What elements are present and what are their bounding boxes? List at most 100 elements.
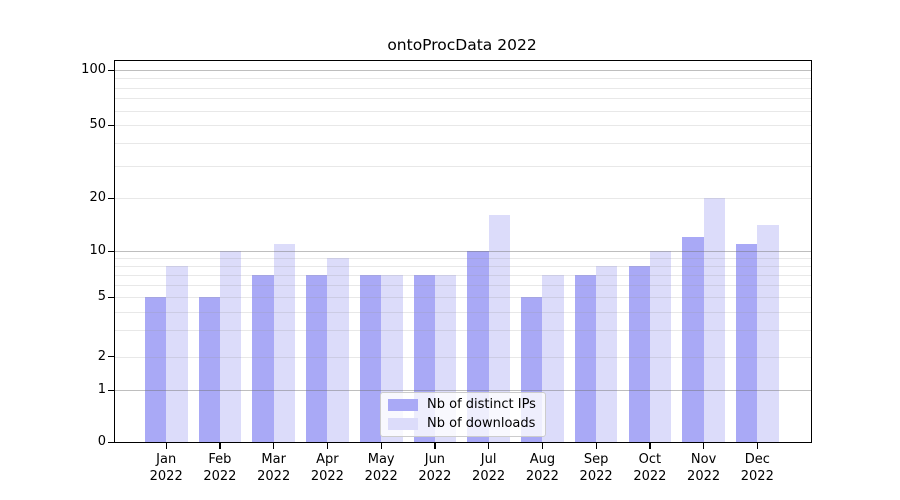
plot-area [114, 60, 812, 443]
y-tick-label: 1 [97, 382, 106, 397]
bar-downloads [166, 265, 188, 442]
y-tick-label: 2 [97, 348, 106, 364]
y-tick-mark [108, 197, 115, 199]
gridline-minor [115, 265, 811, 267]
x-tick-month: Oct [638, 452, 662, 467]
y-tick-mark [108, 356, 115, 358]
y-tick-label: 50 [89, 117, 106, 132]
x-tick-label: Oct 2022 [622, 452, 678, 485]
bar-distinct-ips [682, 237, 704, 442]
bar-downloads [757, 225, 779, 442]
gridline-minor [115, 98, 811, 100]
legend-entry-distinct-ips: Nb of distinct IPs [388, 397, 536, 413]
x-tick-mark [165, 443, 167, 449]
x-tick-month: Jan [156, 452, 177, 467]
x-tick-label: Jun 2022 [407, 452, 463, 485]
gridline-major [115, 251, 811, 252]
x-tick-month: Dec [744, 452, 770, 467]
x-tick-year: 2022 [740, 468, 774, 484]
x-tick-label: Jul 2022 [461, 452, 517, 485]
y-tick-mark [108, 441, 115, 443]
gridline-minor [115, 330, 811, 332]
x-tick-month: Aug [529, 452, 556, 467]
x-tick-year: 2022 [364, 468, 398, 484]
x-tick-year: 2022 [149, 468, 183, 484]
y-tick-mark [108, 69, 115, 71]
x-tick-year: 2022 [310, 468, 344, 484]
x-tick-year: 2022 [579, 468, 613, 484]
x-tick-mark [595, 443, 597, 449]
bar-downloads [488, 215, 510, 442]
x-tick-mark [434, 443, 436, 449]
x-tick-label: Dec 2022 [729, 452, 785, 485]
gridline-minor [115, 110, 811, 112]
legend-swatch-distinct-ips [388, 399, 418, 411]
bar-distinct-ips [574, 274, 597, 442]
x-tick-month: Nov [690, 452, 717, 467]
bar-downloads [327, 258, 349, 442]
x-tick-year: 2022 [687, 468, 721, 484]
bar-distinct-ips [359, 274, 382, 442]
x-tick-label: Sep 2022 [568, 452, 624, 485]
bar-downloads [273, 243, 296, 442]
gridline-minor [115, 125, 811, 126]
x-tick-label: Feb 2022 [192, 452, 248, 485]
bar-distinct-ips [198, 297, 220, 442]
bar-downloads [542, 274, 564, 442]
gridline-major [115, 390, 811, 391]
legend: Nb of distinct IPs Nb of downloads [380, 392, 546, 437]
y-tick-label: 100 [81, 62, 106, 77]
x-tick-month: Apr [316, 452, 339, 467]
gridline-minor [115, 142, 811, 144]
y-tick-mark [108, 124, 115, 126]
bar-distinct-ips [306, 274, 328, 442]
x-tick-month: Feb [208, 452, 232, 467]
x-tick-mark [273, 443, 275, 449]
bar-downloads [596, 265, 618, 442]
x-tick-mark [488, 443, 490, 449]
bar-downloads [649, 251, 672, 442]
x-tick-year: 2022 [203, 468, 237, 484]
x-tick-label: Apr 2022 [299, 452, 355, 485]
legend-label-distinct-ips: Nb of distinct IPs [427, 397, 536, 412]
x-tick-label: Nov 2022 [676, 452, 732, 485]
bar-downloads [703, 198, 725, 442]
gridline-minor [115, 297, 811, 298]
x-tick-label: Jan 2022 [138, 452, 194, 485]
x-tick-year: 2022 [418, 468, 452, 484]
bar-distinct-ips [252, 274, 274, 442]
gridline-minor [115, 198, 811, 199]
gridline-minor [115, 274, 811, 276]
bar-distinct-ips [735, 243, 758, 442]
x-tick-month: May [367, 452, 395, 467]
y-tick-label: 5 [97, 289, 106, 304]
grid-layer [115, 61, 811, 442]
bar-downloads [219, 251, 242, 442]
chart-title: ontoProcData 2022 [387, 36, 537, 54]
bar-distinct-ips [144, 297, 167, 442]
x-tick-month: Sep [583, 452, 609, 467]
x-tick-mark [219, 443, 221, 449]
legend-entry-downloads: Nb of downloads [388, 416, 536, 432]
gridline-minor [115, 87, 811, 89]
x-tick-mark [756, 443, 758, 449]
y-tick-mark [108, 389, 115, 391]
gridline-major [115, 70, 811, 71]
x-tick-month: Jun [424, 452, 446, 467]
x-tick-year: 2022 [633, 468, 667, 484]
x-tick-label: May 2022 [353, 452, 409, 485]
gridline-minor [115, 311, 811, 313]
y-tick-mark [108, 250, 115, 252]
gridline-minor [115, 165, 811, 167]
x-tick-month: Mar [261, 452, 286, 467]
x-tick-mark [703, 443, 705, 449]
x-tick-year: 2022 [257, 468, 291, 484]
y-tick-label: 10 [89, 243, 106, 258]
x-tick-year: 2022 [472, 468, 506, 484]
x-tick-year: 2022 [525, 468, 559, 484]
x-tick-mark [380, 443, 382, 449]
gridline-minor [115, 356, 811, 358]
x-tick-mark [541, 443, 544, 449]
x-tick-mark [326, 443, 329, 449]
legend-swatch-downloads [388, 418, 418, 430]
